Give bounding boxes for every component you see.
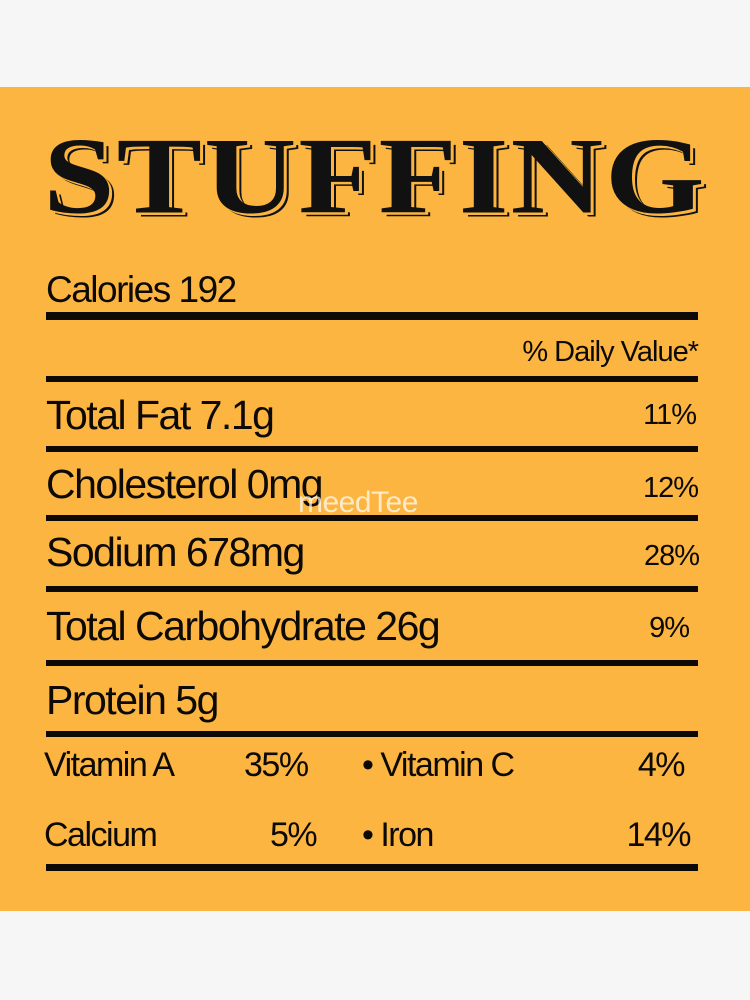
nutrient-label: Total Carbohydrate 26g: [46, 603, 441, 649]
nutrient-percent: 28%: [643, 540, 700, 572]
mineral-percent: 5%: [270, 816, 318, 854]
nutrient-label: Total Fat 7.1g: [46, 392, 275, 438]
product-title: STUFFING: [43, 115, 707, 237]
watermark: meedTee: [298, 486, 418, 519]
poster-panel: [0, 87, 750, 911]
divider: [46, 586, 698, 592]
mineral-percent: 14%: [626, 816, 691, 854]
vitamin-percent: 35%: [244, 746, 309, 784]
nutrient-label: Cholesterol 0mg: [46, 461, 324, 507]
nutrient-percent: 9%: [649, 612, 690, 644]
daily-value-header: % Daily Value*: [522, 336, 699, 368]
divider: [46, 376, 698, 382]
divider: [46, 312, 698, 320]
divider: [46, 864, 698, 871]
nutrient-label: Protein 5g: [46, 677, 219, 723]
divider: [46, 446, 698, 452]
mineral-label: Calcium: [44, 816, 158, 854]
vitamin-label: • Vitamin C: [362, 746, 515, 784]
nutrient-percent: 11%: [643, 399, 697, 431]
vitamin-percent: 4%: [637, 746, 686, 784]
divider: [46, 515, 698, 521]
calories-label: Calories 192: [46, 269, 237, 310]
mineral-label: • Iron: [362, 816, 434, 854]
nutrient-percent: 12%: [642, 472, 699, 504]
divider: [46, 660, 698, 666]
vitamin-label: Vitamin A: [44, 746, 175, 784]
divider: [46, 731, 698, 737]
nutrient-label: Sodium 678mg: [46, 529, 305, 575]
